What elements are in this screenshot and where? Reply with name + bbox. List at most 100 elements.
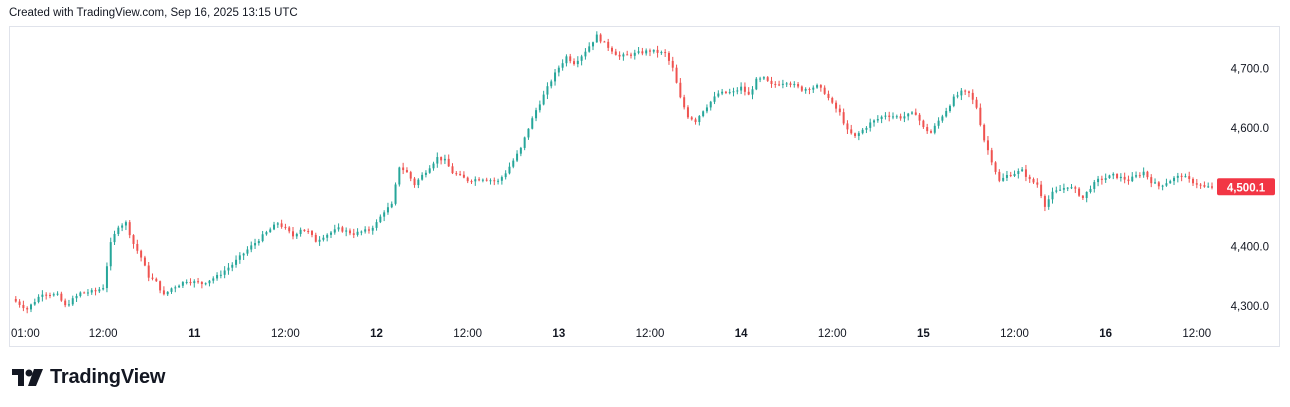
candle-body [37, 296, 40, 303]
time-tick-label: 12 [370, 328, 383, 340]
candle [576, 56, 579, 68]
candle-body [971, 92, 974, 100]
candle [394, 182, 397, 206]
candle [318, 236, 321, 246]
candle [64, 298, 67, 308]
candle [238, 252, 241, 264]
candle-body [573, 61, 576, 65]
candle-body [759, 78, 762, 80]
candle [721, 88, 724, 96]
candle [364, 226, 367, 234]
price-tick-label: 4,600.0 [1231, 123, 1269, 135]
candle-body [132, 235, 135, 244]
candle [280, 219, 283, 229]
candle [246, 246, 249, 256]
time-tick-label: 11 [188, 328, 201, 340]
candle-body [1199, 184, 1202, 186]
candle-body [1119, 176, 1122, 179]
candle [390, 201, 393, 209]
candle [774, 81, 777, 88]
candle-body [747, 91, 750, 95]
candle [618, 51, 621, 60]
candle [1013, 170, 1016, 178]
candle [204, 282, 207, 286]
candle [67, 299, 70, 307]
candle-body [265, 232, 268, 235]
candle-body [124, 222, 127, 226]
candle-body [398, 167, 401, 185]
candle-body [174, 287, 177, 289]
candle [1108, 174, 1111, 179]
candle-body [819, 85, 822, 88]
candle [607, 38, 610, 52]
time-tick-label: 14 [735, 328, 748, 340]
candle [660, 50, 663, 55]
brand-logo[interactable]: TradingView [12, 366, 165, 389]
candle [994, 161, 997, 175]
candle [941, 114, 944, 123]
candle [922, 119, 925, 129]
candle [1169, 179, 1172, 184]
candle-body [295, 233, 298, 237]
candle-body [557, 67, 560, 73]
candle [1154, 178, 1157, 185]
candle-body [367, 229, 370, 231]
candle [371, 225, 374, 235]
candle-body [440, 157, 443, 161]
candle-body [603, 41, 606, 43]
candle [1036, 178, 1039, 188]
candle [493, 177, 496, 186]
candle [956, 91, 959, 99]
candle [303, 229, 306, 232]
candle [288, 226, 291, 234]
candle-body [1135, 175, 1138, 177]
candle [466, 176, 469, 184]
candle [952, 94, 955, 108]
candle-body [424, 172, 427, 175]
candle-body [428, 168, 431, 173]
time-tick-label: 12:00 [818, 328, 847, 340]
candle [86, 289, 89, 297]
candle [1097, 175, 1100, 187]
candle [1176, 172, 1179, 183]
candle-body [219, 274, 222, 276]
candle-body [926, 127, 929, 132]
candle [561, 59, 564, 71]
candlestick-series [14, 31, 1213, 314]
candle [60, 291, 63, 302]
candle-body [337, 227, 340, 230]
candle [105, 262, 108, 293]
candle-body [766, 77, 769, 81]
candle [212, 276, 215, 284]
candle-body [948, 105, 951, 112]
candle-body [48, 295, 51, 297]
candle [56, 291, 59, 296]
candle-body [1066, 187, 1069, 189]
candle [269, 227, 272, 233]
candle-body [1017, 171, 1020, 174]
candle-body [713, 96, 716, 102]
candle [174, 285, 177, 293]
candle [743, 82, 746, 96]
candle [629, 52, 632, 59]
candle [1078, 187, 1081, 197]
price-chart[interactable]: 4,700.04,600.04,500.04,400.04,300.0 01:0… [0, 0, 1290, 360]
candle-body [899, 116, 902, 119]
candle-body [1188, 176, 1191, 179]
candle-body [257, 241, 260, 244]
candle [22, 300, 25, 312]
candle-body [979, 107, 982, 125]
candle [333, 224, 336, 235]
candle-body [478, 179, 481, 181]
candle-body [29, 304, 32, 310]
candle [1146, 170, 1149, 180]
candle-body [466, 177, 469, 182]
candle-body [197, 281, 200, 283]
candle [937, 117, 940, 129]
candle-body [22, 304, 25, 309]
candle [124, 220, 127, 231]
candle-body [333, 229, 336, 233]
candle-body [565, 56, 568, 64]
candle-body [1203, 185, 1206, 187]
candle [79, 291, 82, 298]
